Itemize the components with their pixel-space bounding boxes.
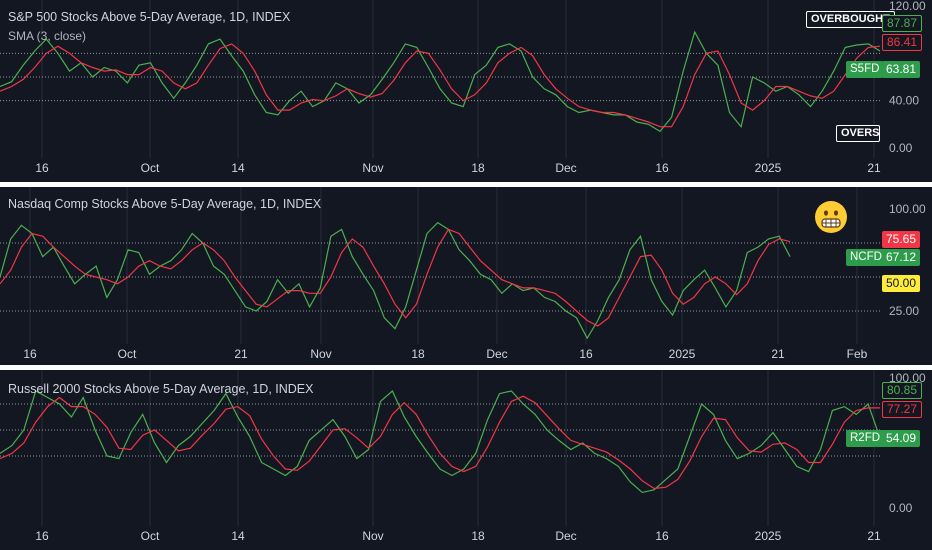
x-tick-label: 16 xyxy=(35,529,49,543)
sma-value-badge: 77.27 xyxy=(882,401,923,418)
grimacing-face-icon xyxy=(815,201,847,233)
y-tick-label: 0.00 xyxy=(889,501,913,515)
y-tick-label: 120.00 xyxy=(889,0,926,13)
x-tick-label: 16 xyxy=(655,529,669,543)
oversold-label: OVERSOLD xyxy=(836,125,880,142)
sma-series-line xyxy=(0,395,880,490)
x-tick-label: Nov xyxy=(362,529,383,543)
x-tick-label: 21 xyxy=(771,347,785,361)
sp500-pane[interactable]: 120.00 40.00 0.00 16 Oct 14 Nov 18 Dec 16 2025 21 S… xyxy=(0,0,932,182)
current-value-badge: 67.12 xyxy=(882,249,921,266)
ticker-label: S5FD xyxy=(846,61,884,78)
x-tick-label: Nov xyxy=(362,161,383,175)
x-tick-label: 16 xyxy=(579,347,593,361)
y-tick-label: 0.00 xyxy=(889,141,913,155)
sma-value-badge: 75.65 xyxy=(882,231,921,248)
x-tick-label: 14 xyxy=(231,161,245,175)
last-price-badge: 80.85 xyxy=(882,382,923,399)
x-tick-label: 16 xyxy=(655,161,669,175)
x-tick-label: 21 xyxy=(867,161,881,175)
russell-chart[interactable]: 100.00 0.00 16 Oct 14 Nov 18 Dec 16 2025 21 xyxy=(0,370,932,550)
sp500-chart[interactable]: 120.00 40.00 0.00 16 Oct 14 Nov 18 Dec 16 2025 21 xyxy=(0,0,932,182)
y-tick-label: 100.00 xyxy=(889,202,926,216)
sma-series-line xyxy=(0,228,791,327)
sma-indicator-label[interactable]: SMA (3, close) xyxy=(8,29,87,43)
x-tick-label: 2025 xyxy=(755,529,782,543)
x-tick-label: Oct xyxy=(141,529,160,543)
sma-series-line xyxy=(0,43,881,128)
nasdaq-chart[interactable]: 100.00 25.00 16 Oct 21 Nov 18 Dec 16 2025 21 Feb xyxy=(0,187,932,365)
y-tick-label: 100.00 xyxy=(889,371,926,385)
last-price-badge: 87.87 xyxy=(882,15,923,32)
current-value-badge: 54.09 xyxy=(882,430,921,447)
y-tick-label: 25.00 xyxy=(889,304,919,318)
russell-title: Russell 2000 Stocks Above 5-Day Average,… xyxy=(8,382,314,396)
x-tick-label: 2025 xyxy=(755,161,782,175)
x-tick-label: Dec xyxy=(486,347,507,361)
x-tick-label: 14 xyxy=(231,529,245,543)
x-tick-label: Dec xyxy=(555,529,576,543)
price-series-line xyxy=(0,221,791,340)
x-tick-label: 16 xyxy=(23,347,37,361)
russell-pane[interactable]: 100.00 0.00 16 Oct 14 Nov 18 Dec 16 2025 21 Russel… xyxy=(0,370,932,550)
x-tick-label: 21 xyxy=(867,529,881,543)
y-tick-label: 40.00 xyxy=(889,94,919,108)
sp500-title: S&P 500 Stocks Above 5-Day Average, 1D, … xyxy=(8,10,291,24)
x-tick-label: Oct xyxy=(141,161,160,175)
midline-badge: 50.00 xyxy=(882,275,921,292)
ticker-label: R2FD xyxy=(846,430,885,447)
nasdaq-pane[interactable]: 100.00 25.00 16 Oct 21 Nov 18 Dec 16 2025 21 Feb Na… xyxy=(0,187,932,365)
x-tick-label: 16 xyxy=(35,161,49,175)
x-tick-label: 2025 xyxy=(669,347,696,361)
price-series-line xyxy=(0,390,881,494)
current-value-badge: 63.81 xyxy=(882,61,921,78)
price-series-line xyxy=(0,30,881,133)
sma-value-badge: 86.41 xyxy=(882,34,923,51)
ticker-label: NCFD xyxy=(846,249,886,266)
x-tick-label: 18 xyxy=(471,529,485,543)
x-tick-label: Dec xyxy=(555,161,576,175)
x-tick-label: 21 xyxy=(234,347,248,361)
x-tick-label: Oct xyxy=(118,347,137,361)
x-tick-label: Feb xyxy=(847,347,868,361)
x-tick-label: Nov xyxy=(310,347,331,361)
x-tick-label: 18 xyxy=(411,347,425,361)
overbought-label: OVERBOUGHT xyxy=(806,11,895,28)
nasdaq-title: Nasdaq Comp Stocks Above 5-Day Average, … xyxy=(8,197,322,211)
x-tick-label: 18 xyxy=(471,161,485,175)
